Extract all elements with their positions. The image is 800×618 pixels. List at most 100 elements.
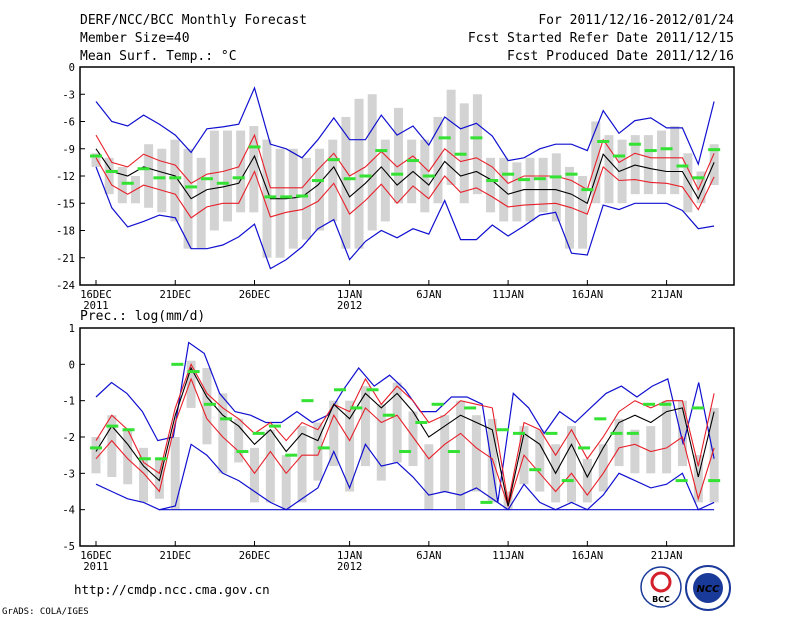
temp-ytick-label-7: -21 bbox=[56, 253, 75, 265]
temp-mean-marker-10 bbox=[248, 145, 261, 149]
prec-median-line bbox=[95, 366, 715, 507]
prec-mean-marker-5 bbox=[171, 362, 184, 366]
prec-mean-marker-31 bbox=[594, 417, 607, 421]
precipitation-y-axis: 1 0 -1 -2 -3 -4 -5 bbox=[62, 323, 85, 553]
temp-ytick-label-2: -6 bbox=[62, 117, 75, 129]
temp-xtick-year-0: 2011 bbox=[83, 300, 108, 312]
bcc-logo-text: BCC bbox=[652, 595, 670, 604]
prec-xtick-label-2: 26DEC bbox=[239, 550, 271, 562]
temp-mean-marker-4 bbox=[153, 176, 166, 180]
prec-mean-marker-26 bbox=[512, 431, 525, 435]
temp-ytick-label-3: -9 bbox=[62, 144, 75, 156]
prec-xtick-label-5: 11JAN bbox=[492, 550, 524, 562]
temp-bar-21 bbox=[367, 94, 377, 231]
temp-bar-27 bbox=[446, 89, 456, 186]
prec-bar-11 bbox=[265, 429, 275, 503]
prec-mean-marker-2 bbox=[122, 428, 135, 432]
prec-mean-marker-21 bbox=[431, 402, 444, 406]
prec-bar-12 bbox=[281, 455, 291, 510]
prec-bar-28 bbox=[535, 429, 545, 492]
prec-xtick-label-1: 21DEC bbox=[159, 550, 191, 562]
temp-mean-marker-13 bbox=[296, 194, 309, 198]
prec-bar-0 bbox=[91, 437, 101, 474]
prec-mean-marker-35 bbox=[659, 402, 672, 406]
temp-bar-26 bbox=[433, 116, 443, 204]
temp-bar-5 bbox=[157, 148, 167, 213]
prec-mean-marker-10 bbox=[252, 431, 265, 435]
prec-bar-31 bbox=[582, 458, 592, 503]
temp-mean-marker-22 bbox=[438, 136, 451, 140]
prec-mean-marker-34 bbox=[643, 402, 656, 406]
temp-bar-4 bbox=[144, 144, 154, 208]
temp-xtick-label-6: 16JAN bbox=[572, 289, 604, 301]
prec-ytick-label-6: -5 bbox=[62, 541, 75, 553]
temperature-y-axis: 0 -3 -6 -9 -12 -15 -18 -21 -24 bbox=[56, 62, 85, 292]
prec-bar-38 bbox=[693, 455, 703, 503]
temp-mean-marker-30 bbox=[565, 172, 578, 176]
prec-bar-21 bbox=[424, 444, 434, 510]
prec-ytick-label-0: 1 bbox=[69, 323, 75, 335]
temp-median-line bbox=[95, 148, 715, 205]
prec-mean-marker-1 bbox=[106, 424, 119, 428]
bcc-logo-swirl bbox=[650, 571, 672, 593]
temp-bar-8 bbox=[196, 157, 206, 249]
prec-mean-marker-14 bbox=[317, 446, 330, 450]
prec-q1-line bbox=[95, 377, 715, 508]
temp-mean-marker-36 bbox=[660, 147, 673, 151]
temp-mean-marker-35 bbox=[644, 149, 657, 153]
temp-xtick-label-5: 11JAN bbox=[492, 289, 524, 301]
prec-bar-9 bbox=[234, 418, 244, 463]
prec-bar-30 bbox=[567, 426, 576, 503]
precip-panel-title: Prec.: log(mm/d) bbox=[80, 309, 205, 324]
footer-url[interactable]: http://cmdp.ncc.cma.gov.cn bbox=[74, 582, 270, 597]
temp-mean-marker-17 bbox=[359, 174, 372, 178]
temp-bar-30 bbox=[486, 157, 496, 213]
temp-bar-1 bbox=[104, 157, 114, 195]
prec-mean-marker-38 bbox=[708, 479, 721, 483]
prec-q3-line bbox=[95, 362, 715, 503]
prec-mean-marker-19 bbox=[399, 450, 412, 454]
temp-mean-marker-27 bbox=[517, 178, 530, 182]
prec-mean-marker-3 bbox=[138, 457, 151, 461]
temp-bar-16 bbox=[301, 157, 311, 240]
temp-ytick-label-1: -3 bbox=[62, 89, 75, 101]
prec-bar-18 bbox=[376, 404, 386, 481]
prec-mean-marker-20 bbox=[415, 420, 428, 424]
temp-mean-marker-20 bbox=[407, 159, 419, 163]
temp-ytick-label-8: -24 bbox=[56, 280, 75, 292]
temp-xtick-label-1: 21DEC bbox=[159, 289, 191, 301]
temp-bar-11 bbox=[236, 130, 246, 213]
prec-mean-marker-33 bbox=[626, 431, 639, 435]
temp-bar-14 bbox=[275, 148, 285, 258]
prec-mean-marker-27 bbox=[529, 468, 542, 472]
temp-mean-marker-11 bbox=[264, 195, 277, 199]
prec-bar-34 bbox=[630, 429, 640, 474]
prec-mean-marker-8 bbox=[220, 417, 233, 421]
prec-bar-37 bbox=[677, 400, 687, 467]
temp-bar-47 bbox=[709, 144, 719, 186]
prec-bar-32 bbox=[598, 444, 608, 492]
prec-bar-33 bbox=[614, 418, 624, 467]
temp-bar-15 bbox=[288, 148, 298, 249]
temp-bar-44 bbox=[670, 126, 680, 195]
prec-mean-marker-13 bbox=[301, 399, 314, 403]
ncc-logo: NCC bbox=[685, 565, 731, 611]
prec-mean-marker-0 bbox=[90, 446, 102, 450]
temp-xtick-year-3: 2012 bbox=[337, 300, 362, 312]
prec-bar-24 bbox=[471, 415, 481, 492]
prec-mean-marker-24 bbox=[480, 500, 493, 504]
temp-bar-43 bbox=[657, 130, 667, 195]
prec-xtick-year-3: 2012 bbox=[337, 561, 362, 573]
temp-bar-9 bbox=[209, 130, 219, 231]
prec-mean-marker-15 bbox=[334, 388, 347, 392]
prec-xtick-year-0: 2011 bbox=[83, 561, 108, 573]
temp-mean-marker-18 bbox=[375, 149, 388, 153]
temp-bar-22 bbox=[380, 139, 390, 222]
bcc-logo: BCC bbox=[640, 566, 682, 608]
temp-mean-marker-12 bbox=[280, 195, 293, 199]
temperature-bars bbox=[91, 89, 719, 258]
precipitation-lines bbox=[95, 341, 715, 511]
temp-mean-marker-24 bbox=[470, 136, 483, 140]
